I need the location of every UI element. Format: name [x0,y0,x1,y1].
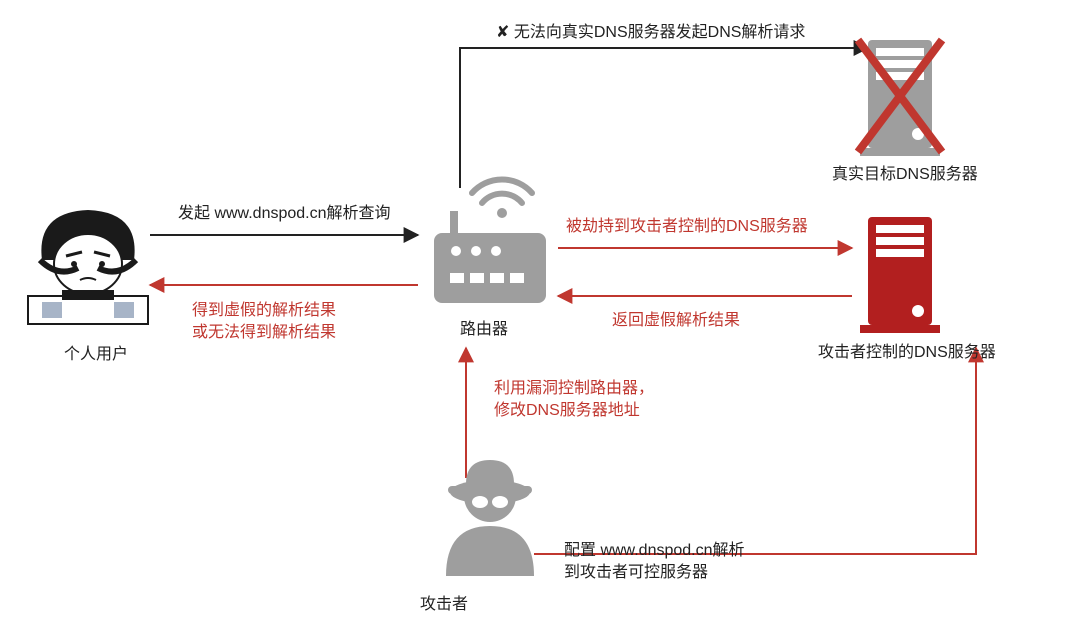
lbl-hijack: 被劫持到攻击者控制的DNS服务器 [566,216,808,238]
lbl-config: 配置 www.dnspod.cn解析 到攻击者可控服务器 [564,540,745,585]
real-dns-icon [858,40,942,156]
lbl-to-realdns: ✘ 无法向真实DNS服务器发起DNS解析请求 [496,22,805,44]
lbl-query: 发起 www.dnspod.cn解析查询 [178,203,391,225]
real-dns-label: 真实目标DNS服务器 [832,160,978,184]
user-icon [28,210,148,324]
attacker-dns-label: 攻击者控制的DNS服务器 [818,338,996,362]
lbl-fake-resp-user: 得到虚假的解析结果 或无法得到解析结果 [192,300,336,345]
lbl-exploit: 利用漏洞控制路由器， 修改DNS服务器地址 [494,378,654,423]
diagram-stage: 个人用户 路由器 真实目标DNS服务器 攻击者控制的DNS服务器 攻击者 发起 … [0,0,1080,630]
user-label: 个人用户 [64,340,128,364]
edge-query [150,235,418,239]
router-icon [434,179,546,303]
attacker-label: 攻击者 [420,590,468,614]
router-label: 路由器 [460,315,508,339]
lbl-fake-return: 返回虚假解析结果 [612,310,740,332]
attacker-icon [446,460,534,576]
attacker-dns-icon [860,217,940,333]
edge-to-realdns [460,48,868,188]
diagram-svg [0,0,1080,630]
